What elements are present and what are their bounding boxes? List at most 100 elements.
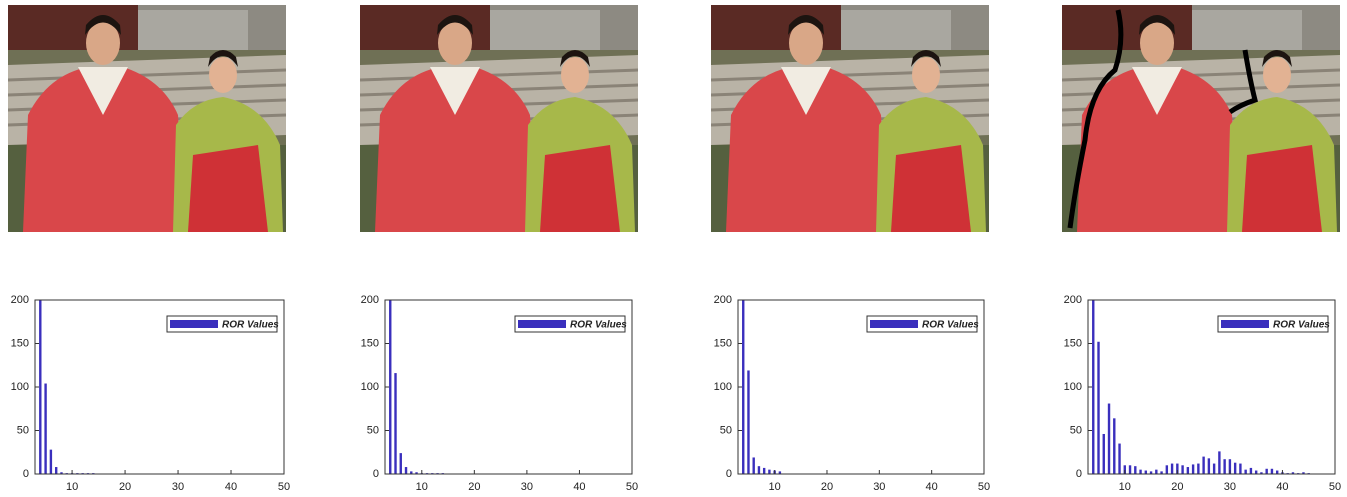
bar [758,466,760,474]
bar [1139,470,1141,474]
bar [1113,418,1115,474]
chart: 0 50 100 150 200 10 20 30 40 50 ROR Values [361,294,638,493]
x-tick-label: 30 [172,481,184,493]
y-tick-label: 100 [11,381,29,393]
y-tick-label: 200 [1064,294,1082,306]
y-tick-label: 150 [11,337,29,349]
bar [44,384,46,474]
legend-swatch [870,320,918,328]
x-tick-label: 20 [119,481,131,493]
bar [50,450,52,474]
x-tick-label: 30 [521,481,533,493]
figure: 0501001502001020304050ROR Values05010015… [0,0,1347,497]
x-tick-label: 50 [1329,481,1341,493]
y-tick-label: 200 [361,294,379,306]
photo [360,5,638,232]
y-tick-label: 0 [373,468,379,480]
x-tick-label: 50 [978,481,990,493]
photo [8,5,286,232]
bar [1265,469,1267,474]
bar [1244,470,1246,474]
bar [1092,300,1094,474]
bar [1181,465,1183,474]
bar [1213,464,1215,474]
y-tick-label: 50 [720,424,732,436]
bar [1239,464,1241,474]
y-tick-label: 200 [714,294,732,306]
x-tick-label: 30 [873,481,885,493]
bar [747,370,749,474]
bar [389,300,391,474]
bar [1271,469,1273,474]
bar [1197,464,1199,474]
y-tick-label: 100 [361,381,379,393]
bar [1171,464,1173,474]
bar [400,453,402,474]
y-tick-label: 0 [726,468,732,480]
legend-label: ROR Values [570,320,627,331]
bar [1187,467,1189,474]
photo [1062,5,1340,232]
chart: 0 50 100 150 200 10 20 30 40 50 ROR Values [714,294,990,493]
legend-swatch [518,320,566,328]
photo [711,5,989,232]
bar [1218,451,1220,474]
bar [742,300,744,474]
bar [1208,458,1210,474]
bar [405,467,407,474]
x-tick-label: 10 [416,481,428,493]
legend-label: ROR Values [922,320,979,331]
y-tick-label: 150 [1064,337,1082,349]
x-tick-label: 30 [1224,481,1236,493]
y-tick-label: 0 [23,468,29,480]
x-tick-label: 40 [225,481,237,493]
bar [1192,464,1194,474]
x-tick-label: 20 [468,481,480,493]
bar [768,470,770,474]
y-tick-label: 50 [1070,424,1082,436]
chart: 0 50 100 150 200 10 20 30 40 50 ROR Values [1064,294,1341,493]
bar [753,457,755,474]
y-tick-label: 50 [367,424,379,436]
bar [1097,342,1099,474]
y-tick-label: 150 [714,337,732,349]
bar [1276,471,1278,474]
legend-label: ROR Values [222,320,279,331]
bar [1223,459,1225,474]
x-tick-label: 40 [926,481,938,493]
bar [1108,404,1110,474]
legend-swatch [1221,320,1269,328]
x-tick-label: 20 [1171,481,1183,493]
bar [1234,463,1236,474]
bar [763,468,765,474]
bar [1255,471,1257,474]
bar [1129,465,1131,474]
bar [1134,466,1136,474]
page: 0501001502001020304050ROR Values05010015… [0,0,1347,497]
bar [1155,470,1157,474]
y-tick-label: 0 [1076,468,1082,480]
x-tick-label: 40 [573,481,585,493]
y-tick-label: 100 [714,381,732,393]
bar [1166,465,1168,474]
bar [1103,434,1105,474]
bar [1250,468,1252,474]
y-tick-label: 150 [361,337,379,349]
bar [1118,444,1120,474]
bar [1202,457,1204,474]
x-tick-label: 50 [626,481,638,493]
bar [55,467,57,474]
bar [1145,471,1147,474]
bar [39,300,41,474]
legend-swatch [170,320,218,328]
y-tick-label: 200 [11,294,29,306]
y-tick-label: 50 [17,424,29,436]
x-tick-label: 10 [769,481,781,493]
x-tick-label: 20 [821,481,833,493]
x-tick-label: 50 [278,481,290,493]
y-tick-label: 100 [1064,381,1082,393]
x-tick-label: 10 [1119,481,1131,493]
legend-label: ROR Values [1273,320,1330,331]
x-tick-label: 40 [1276,481,1288,493]
